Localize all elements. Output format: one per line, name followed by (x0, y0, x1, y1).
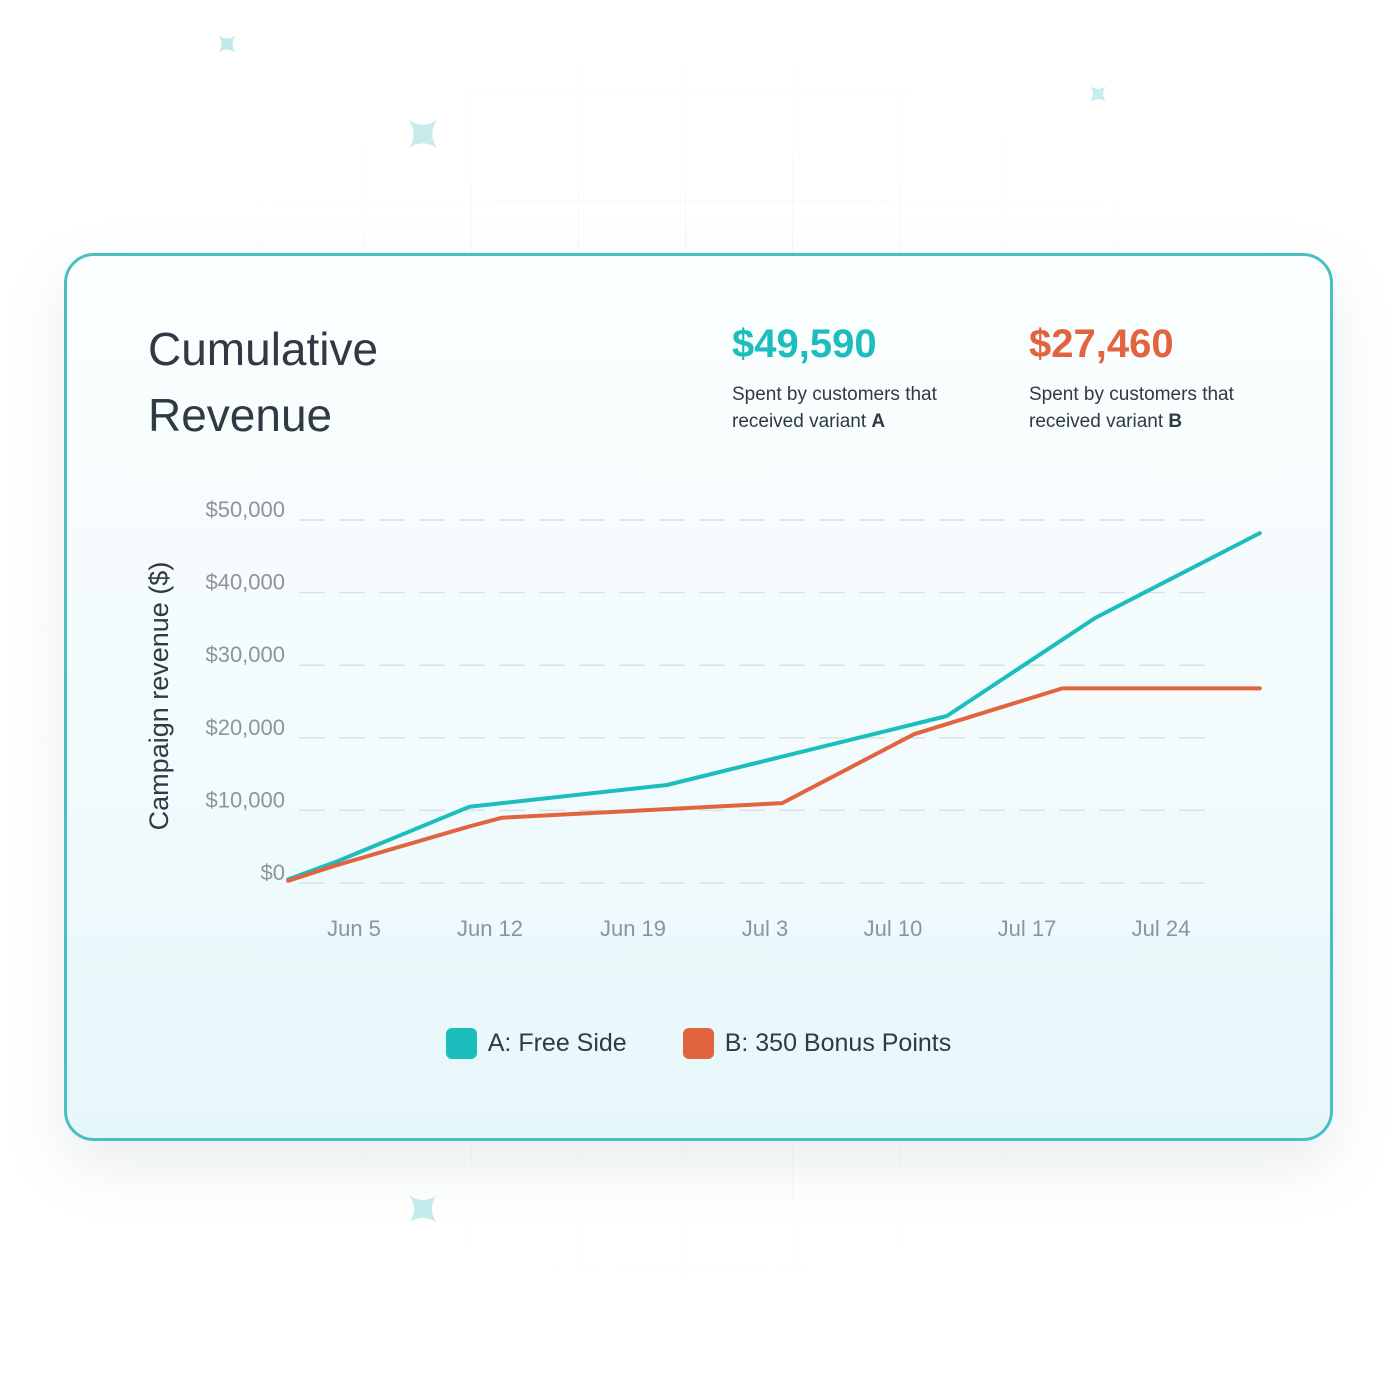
sparkle-icon (409, 1195, 437, 1223)
chart-title: Cumulative Revenue (148, 323, 379, 441)
stat-caption-variant: B (1168, 411, 1183, 432)
stat-caption: Spent by customers that received variant… (1029, 381, 1289, 435)
y-tick-label: $40,000 (205, 570, 285, 595)
sparkle-icon (1090, 86, 1106, 102)
stat-value: $27,460 (1029, 322, 1174, 366)
legend-swatch-a (445, 1028, 477, 1059)
sparkle-icon (218, 35, 236, 53)
line-chart: $50,000 $40,000 $30,000 $20,000 $10,000 $0 Jun… (144, 497, 1262, 941)
series-line-b (286, 686, 1262, 883)
revenue-card: Cumulative Revenue $49,590 Spent by cust… (64, 253, 1333, 1141)
series-line-a (286, 531, 1262, 882)
stat-caption-variant: A (871, 411, 886, 432)
y-tick-label: $20,000 (205, 715, 285, 740)
stat-value: $49,590 (732, 322, 877, 366)
x-tick-label: Jun 19 (600, 916, 666, 941)
y-tick-label: $10,000 (205, 787, 285, 812)
x-tick-label: Jun 5 (327, 916, 381, 941)
stat-caption: Spent by customers that received variant… (732, 381, 992, 435)
y-axis-title: Campaign revenue ($) (144, 562, 174, 831)
legend-label-a: A: Free Side (487, 1029, 627, 1057)
sparkle-icon (408, 119, 438, 149)
legend-swatch-b (682, 1028, 714, 1059)
x-tick-label: Jul 17 (998, 916, 1057, 941)
legend-item-a[interactable]: A: Free Side (445, 1028, 627, 1059)
y-tick-label: $0 (261, 860, 285, 885)
stat-caption-text: Spent by customers that received variant (732, 384, 937, 432)
x-tick-label: Jul 24 (1132, 916, 1191, 941)
x-tick-label: Jul 10 (864, 916, 923, 941)
chart-legend: A: Free Side B: 350 Bonus Points (67, 1028, 1330, 1059)
legend-item-b[interactable]: B: 350 Bonus Points (682, 1028, 952, 1059)
x-tick-label: Jun 12 (457, 916, 523, 941)
legend-label-b: B: 350 Bonus Points (724, 1029, 952, 1057)
y-tick-label: $50,000 (205, 497, 285, 522)
y-tick-label: $30,000 (205, 642, 285, 667)
stat-caption-text: Spent by customers that received variant (1029, 384, 1234, 432)
stat-variant-a: $49,590 Spent by customers that received… (732, 320, 992, 435)
x-tick-label: Jul 3 (742, 916, 788, 941)
stat-variant-b: $27,460 Spent by customers that received… (1029, 320, 1289, 435)
